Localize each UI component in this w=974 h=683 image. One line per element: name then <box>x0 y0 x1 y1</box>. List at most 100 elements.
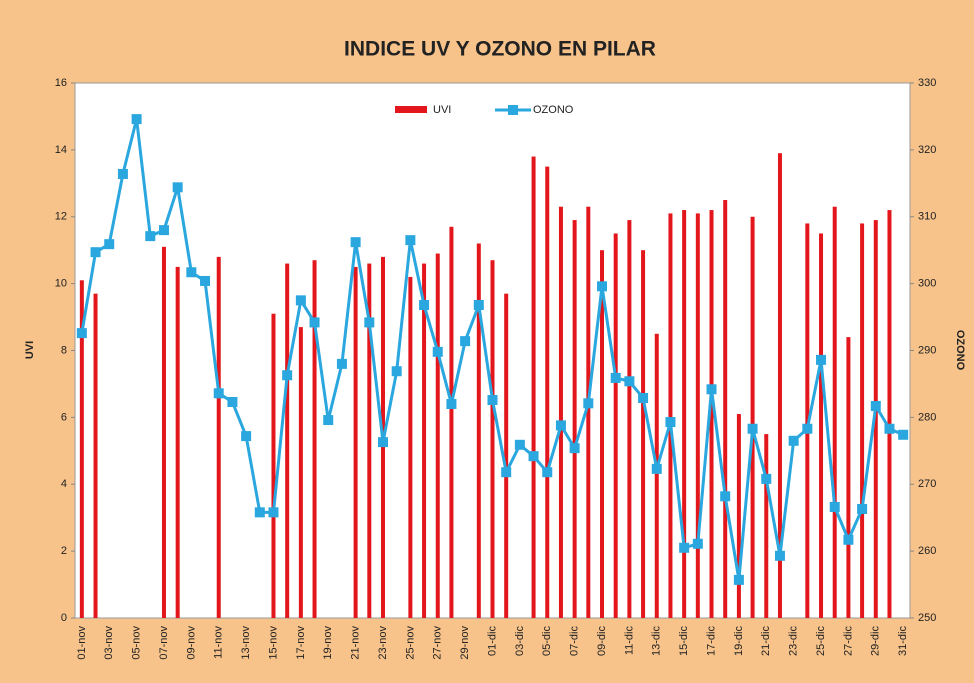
marker <box>569 443 580 454</box>
bar <box>490 260 495 618</box>
marker <box>555 420 566 431</box>
bar <box>695 213 700 618</box>
x-tick-label: 27-nov <box>432 626 444 660</box>
marker <box>295 295 306 306</box>
y2-tick-label: 250 <box>918 612 936 624</box>
bar <box>805 223 810 618</box>
bar <box>353 266 358 618</box>
y-tick-label: 14 <box>55 144 67 156</box>
bar <box>777 153 782 618</box>
bar <box>558 206 563 618</box>
marker <box>76 328 87 339</box>
bar <box>79 280 84 618</box>
y2-axis-label: OZONO <box>954 330 966 371</box>
marker <box>884 423 895 434</box>
bar <box>476 243 481 618</box>
x-tick-label: 23-nov <box>377 626 389 660</box>
marker <box>432 346 443 357</box>
x-tick-label: 03-dic <box>514 626 526 656</box>
legend-swatch <box>508 105 518 115</box>
marker <box>268 507 279 518</box>
bar <box>873 220 878 618</box>
bar <box>736 414 741 618</box>
x-tick-label: 21-dic <box>760 626 772 656</box>
marker <box>788 435 799 446</box>
bar <box>449 226 454 618</box>
bar <box>846 337 851 618</box>
bar <box>641 250 646 618</box>
bar <box>93 293 98 618</box>
bar <box>531 156 536 618</box>
marker <box>747 423 758 434</box>
bar <box>600 250 605 618</box>
y-tick-label: 12 <box>55 211 67 223</box>
y2-tick-label: 310 <box>918 211 936 223</box>
bar <box>764 434 769 618</box>
marker <box>419 300 430 311</box>
marker <box>597 281 608 292</box>
marker <box>898 429 909 440</box>
x-tick-label: 09-dic <box>596 626 608 656</box>
x-tick-label: 17-dic <box>705 626 717 656</box>
marker <box>706 384 717 395</box>
marker <box>857 503 868 514</box>
x-tick-label: 29-nov <box>459 626 471 660</box>
x-tick-label: 11-dic <box>623 626 635 656</box>
x-tick-label: 23-dic <box>788 626 800 656</box>
marker <box>460 336 471 347</box>
bar <box>435 253 440 618</box>
marker <box>323 415 334 426</box>
marker <box>829 501 840 512</box>
bar <box>504 293 509 618</box>
marker <box>514 439 525 450</box>
legend-label: UVI <box>433 104 451 116</box>
bar <box>271 313 276 618</box>
x-tick-label: 21-nov <box>350 626 362 660</box>
bar <box>709 210 714 618</box>
bar <box>682 210 687 618</box>
y-tick-label: 0 <box>61 612 67 624</box>
marker <box>843 534 854 545</box>
x-tick-label: 17-nov <box>295 626 307 660</box>
x-tick-label: 09-nov <box>185 626 197 660</box>
y-tick-label: 2 <box>61 545 67 557</box>
legend-swatch <box>395 106 427 113</box>
bar <box>627 220 632 618</box>
marker <box>241 431 252 442</box>
x-tick-label: 01-dic <box>486 626 498 656</box>
marker <box>336 358 347 369</box>
x-tick-label: 07-nov <box>158 626 170 660</box>
bar <box>586 206 591 618</box>
marker <box>542 467 553 478</box>
y2-tick-label: 290 <box>918 344 936 356</box>
legend-label: OZONO <box>533 104 574 116</box>
bar <box>832 206 837 618</box>
marker <box>720 491 731 502</box>
marker <box>610 372 621 383</box>
marker <box>733 574 744 585</box>
marker <box>473 300 484 311</box>
x-tick-label: 13-dic <box>651 626 663 656</box>
chart-title: INDICE UV Y OZONO EN PILAR <box>344 38 656 61</box>
marker <box>802 423 813 434</box>
marker <box>501 467 512 478</box>
marker <box>761 473 772 484</box>
bar <box>668 213 673 618</box>
x-tick-label: 05-dic <box>541 626 553 656</box>
bar <box>216 256 221 618</box>
marker <box>200 275 211 286</box>
y2-tick-label: 280 <box>918 411 936 423</box>
bar <box>723 200 728 618</box>
marker <box>391 366 402 377</box>
y2-tick-label: 270 <box>918 478 936 490</box>
marker <box>254 507 265 518</box>
y-tick-label: 6 <box>61 411 67 423</box>
marker <box>638 392 649 403</box>
marker <box>774 550 785 561</box>
bar <box>367 263 372 618</box>
bar <box>572 220 577 618</box>
marker <box>487 394 498 405</box>
marker <box>364 317 375 328</box>
marker <box>651 463 662 474</box>
x-tick-label: 31-dic <box>897 626 909 656</box>
